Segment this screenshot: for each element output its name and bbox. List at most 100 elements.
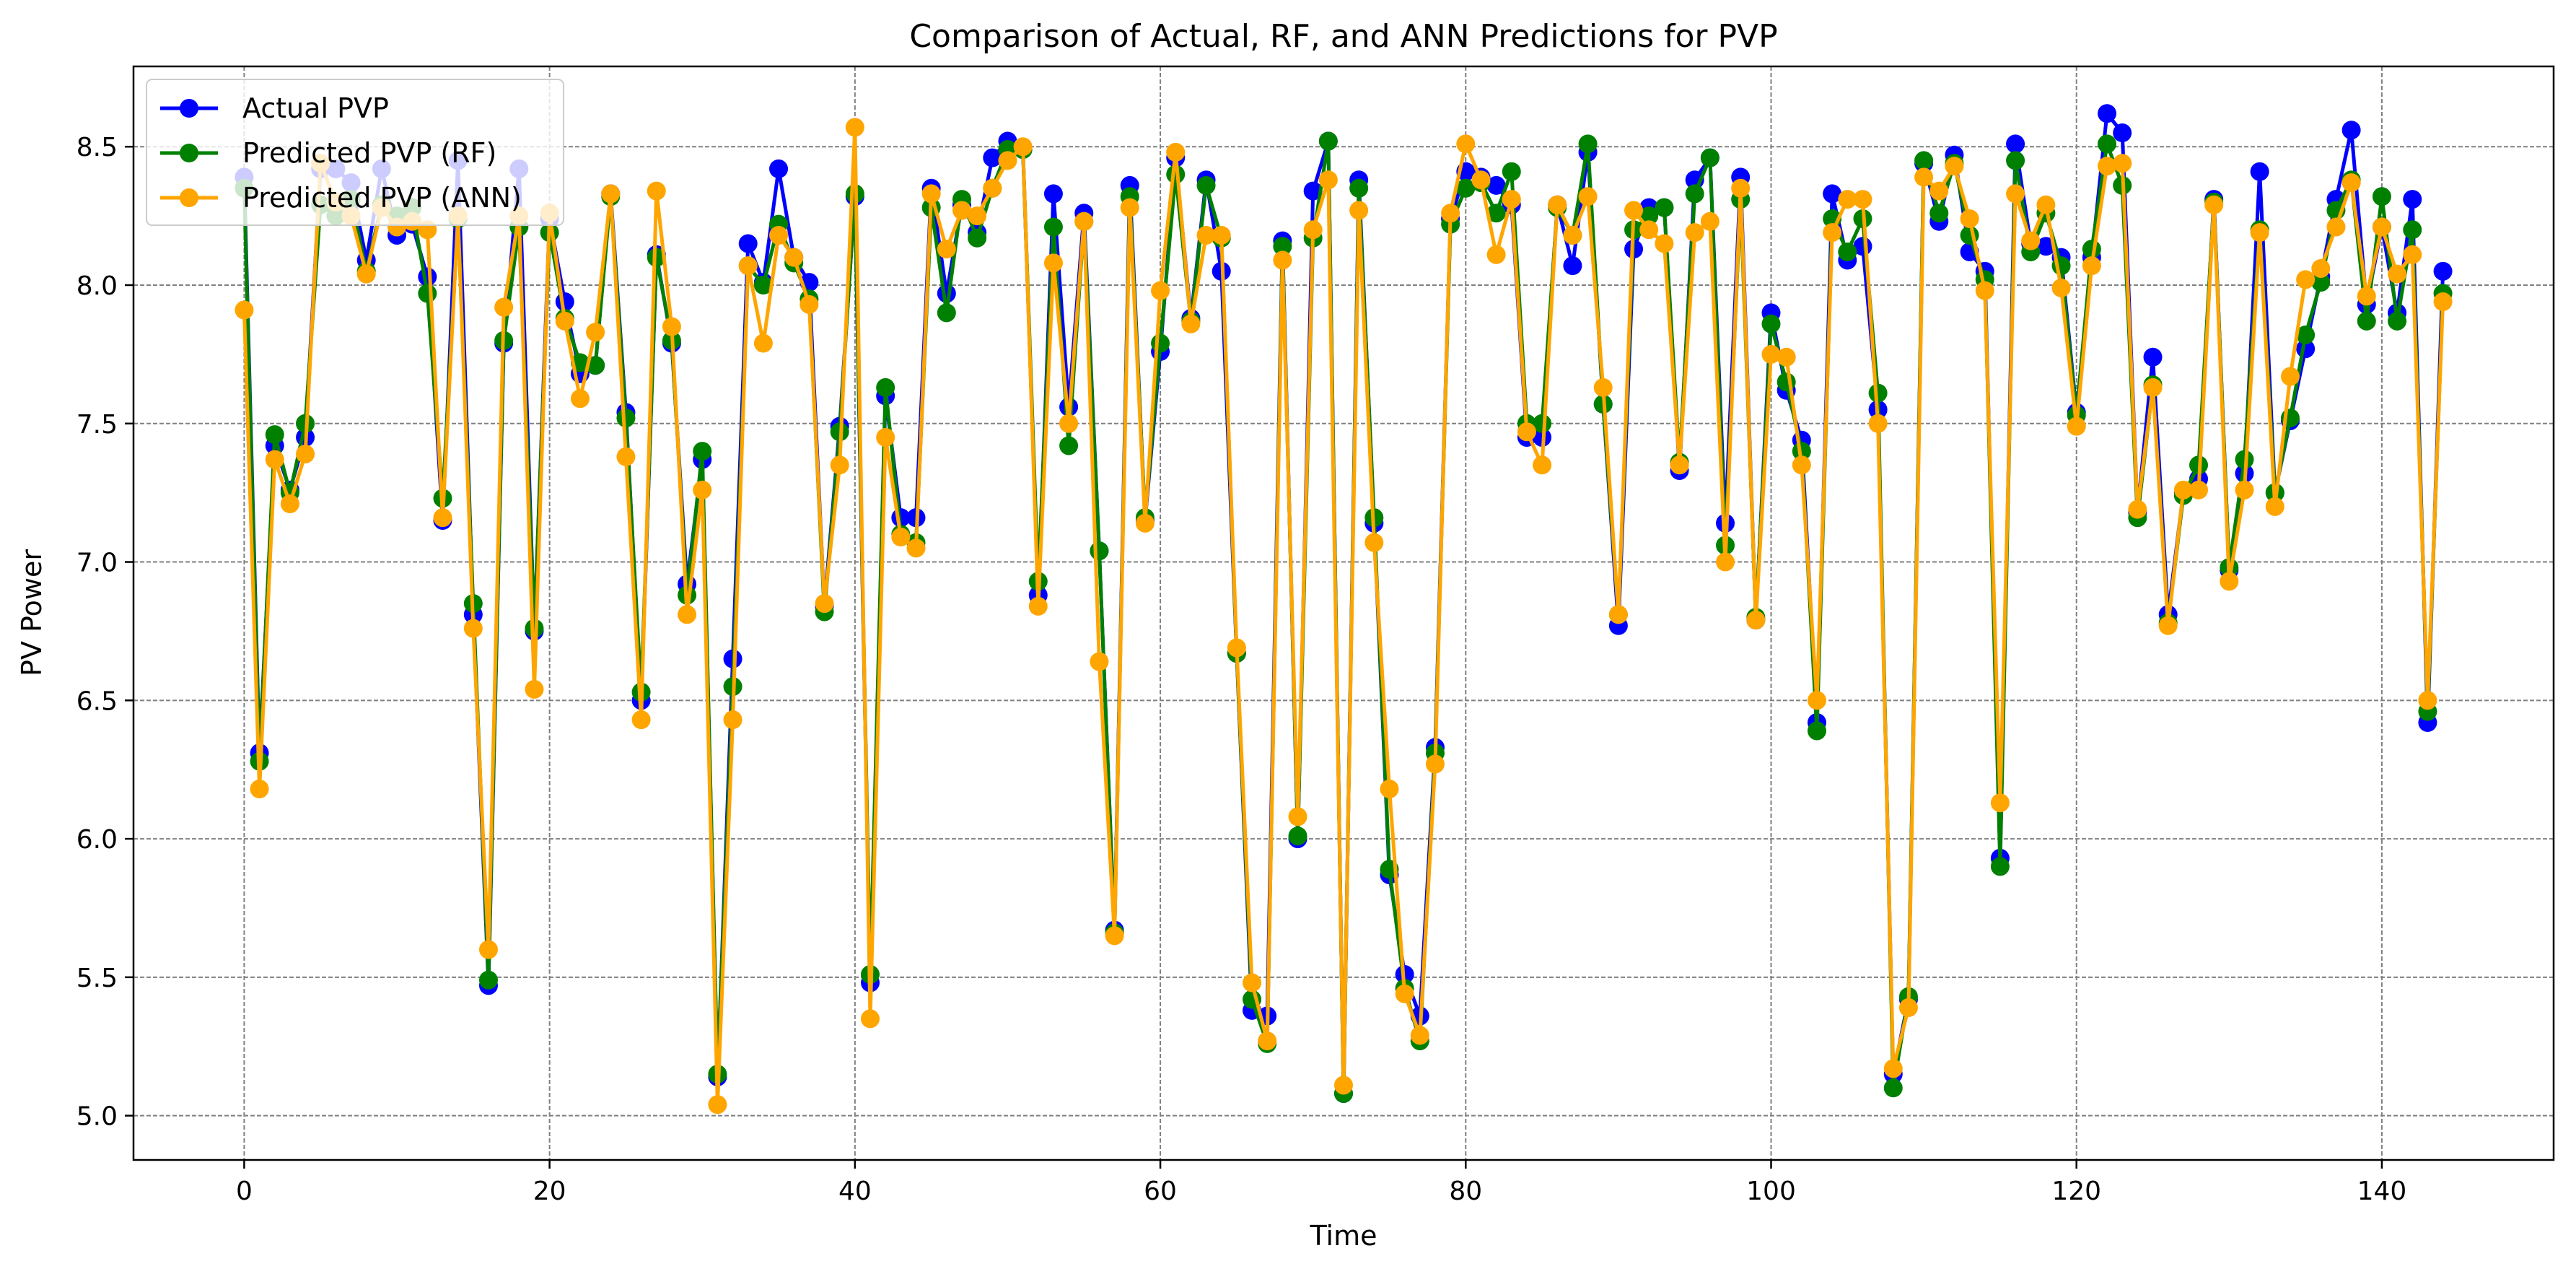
data-point [2265, 497, 2284, 516]
data-point [1823, 184, 1842, 204]
data-point [1716, 552, 1735, 572]
y-tick-label: 7.0 [76, 549, 118, 578]
data-point [1181, 314, 1201, 333]
data-point [2158, 616, 2178, 635]
legend-label: Actual PVP [242, 92, 389, 124]
data-point [2357, 311, 2376, 331]
data-point [1196, 175, 1216, 195]
data-point [1486, 245, 1506, 264]
data-point [356, 264, 376, 284]
data-point [738, 234, 758, 253]
data-point [1349, 201, 1369, 220]
data-point [1471, 170, 1491, 190]
x-tick-label: 0 [236, 1177, 253, 1206]
data-point [815, 594, 834, 614]
data-point [1486, 204, 1506, 223]
data-point [1334, 1076, 1353, 1095]
data-point [2433, 292, 2453, 312]
data-point [1563, 256, 1582, 276]
data-point [2006, 134, 2025, 154]
data-point [1380, 780, 1399, 799]
data-point [1120, 198, 1139, 217]
data-point [1639, 220, 1659, 240]
data-point [2067, 416, 2086, 436]
data-point [1883, 1078, 1903, 1098]
data-point [1655, 234, 1674, 253]
data-point [1364, 533, 1384, 552]
data-point [1212, 225, 1231, 245]
data-point [830, 455, 849, 475]
data-point [1731, 178, 1751, 198]
data-point [1059, 436, 1079, 455]
data-point [1898, 998, 1918, 1018]
data-point [1761, 314, 1781, 333]
legend-marker [180, 99, 198, 118]
data-point [586, 323, 605, 342]
data-point [1578, 187, 1598, 206]
data-point [1914, 167, 1934, 187]
data-point [1746, 611, 1766, 630]
data-point [1792, 442, 1811, 461]
x-tick-label: 20 [533, 1177, 566, 1206]
data-point [1914, 151, 1934, 170]
data-point [478, 970, 498, 990]
data-point [2403, 220, 2422, 240]
data-point [708, 1095, 727, 1114]
data-point [2051, 278, 2071, 297]
data-point [1502, 190, 1521, 209]
data-point [1700, 148, 1719, 167]
data-point [1043, 253, 1063, 273]
legend-item: Predicted PVP (ANN) [160, 182, 522, 214]
x-tick-label: 120 [2051, 1177, 2101, 1206]
data-point [1090, 652, 1109, 671]
data-point [570, 389, 590, 409]
data-point [1823, 223, 1842, 243]
data-point [494, 297, 514, 317]
data-point [2372, 217, 2391, 237]
data-point [1303, 220, 1323, 240]
data-point [2098, 134, 2117, 154]
data-point [1318, 131, 1338, 151]
data-point [280, 494, 299, 513]
data-point [876, 378, 895, 397]
data-point [1578, 134, 1598, 154]
data-point [1868, 414, 1888, 433]
data-point [952, 201, 971, 220]
data-point [1883, 1059, 1903, 1078]
data-point [1517, 422, 1536, 442]
data-point [2433, 261, 2453, 281]
chart-title: Comparison of Actual, RF, and ANN Predic… [909, 18, 1777, 55]
data-point [1548, 195, 1567, 214]
data-point [1533, 414, 1552, 433]
data-point [296, 444, 315, 463]
data-point [998, 151, 1017, 170]
data-point [2357, 287, 2376, 306]
data-point [265, 425, 284, 445]
data-point [616, 409, 636, 428]
data-point [1853, 190, 1872, 209]
data-point [250, 780, 269, 799]
x-tick-label: 140 [2357, 1177, 2407, 1206]
data-point [1807, 691, 1826, 710]
data-point [799, 294, 819, 314]
data-point [616, 447, 636, 466]
data-point [1486, 175, 1506, 195]
data-point [463, 619, 483, 638]
data-point [1318, 170, 1338, 190]
y-axis-label: PV Power [16, 549, 48, 676]
data-point [693, 442, 712, 461]
legend: Actual PVP Predicted PVP (RF) Predicted PV… [146, 79, 564, 226]
x-axis-label: Time [1310, 1220, 1377, 1252]
legend-item: Actual PVP [160, 92, 389, 124]
data-point [235, 300, 254, 320]
data-point [937, 240, 956, 259]
x-tick-label: 80 [1449, 1177, 1482, 1206]
data-point [1685, 184, 1704, 204]
data-point [2036, 195, 2056, 214]
data-point [1105, 926, 1124, 946]
data-point [1196, 225, 1216, 245]
data-point [1013, 137, 1033, 157]
data-point [1990, 793, 2010, 813]
data-point [2341, 121, 2361, 140]
